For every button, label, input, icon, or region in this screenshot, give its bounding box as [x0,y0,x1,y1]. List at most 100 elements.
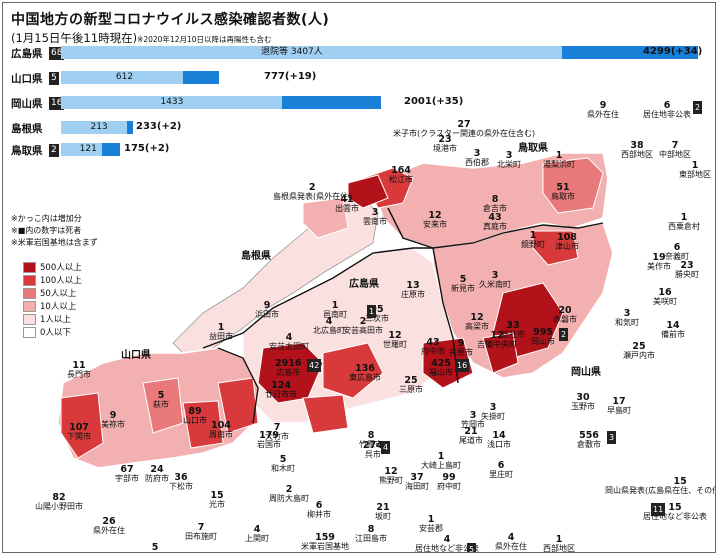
place-label: 124 廿日市市 [265,381,297,399]
place-name: 下関市 [67,432,91,441]
place-label: 16 [455,359,471,372]
death-count-badge: 3 [607,431,617,444]
place-count: 995 [533,327,553,338]
place-name: 下松市 [169,482,193,491]
place-count: 9 [457,338,465,349]
place-count: 67 [120,464,134,475]
region-kurashiki [482,332,519,374]
place-name: 浜田市 [255,310,279,319]
place-label: 37 海田町 [405,473,429,491]
place-name: 美作市 [647,262,671,271]
place-name: 吉備中央町 [477,340,517,349]
place-name: 津山市 [555,242,579,251]
place-name: 久米南町 [479,280,511,289]
place-name: 海田町 [405,482,429,491]
place-count: 1 [437,451,445,462]
place-name: 倉吉市 [483,204,507,213]
place-count: 2 [308,182,316,193]
place-label: 95 三次市 [365,305,389,323]
bar-current-segment [126,121,133,134]
place-count: 99 [442,472,456,483]
legend-swatch [23,300,36,312]
place-label: 5 萩市 [153,391,169,409]
place-count: 15 [668,502,682,513]
legend-item: 10人以上 [23,300,76,312]
place-count: 21 [376,502,390,513]
place-name: 美祢市 [101,420,125,429]
place-name: 西部地区 [621,150,653,159]
note-deaths: ※■内の数字は死者 [11,226,82,235]
place-name: 安芸太田町 [269,342,309,351]
bar-total: 2001(+35) [404,96,464,107]
place-count: 3 [489,402,497,413]
place-label: 425 福山市 [429,359,453,377]
place-name: 竹原市 [359,440,383,449]
place-count: 37 [410,472,424,483]
place-label: 1 大崎上島町 [421,452,461,470]
place-label: 21 尾道市 [459,427,483,445]
place-count: 30 [576,392,590,403]
bar-0: 退院等 3407人 [61,46,711,59]
place-name: 山口市 [183,416,207,425]
place-label: 23 境港市 [433,135,457,153]
place-name: 浅口市 [487,440,511,449]
bar-total: 175(+2) [124,143,170,154]
place-name: 松江市 [389,175,413,184]
place-label: 41 出雲市 [335,195,359,213]
place-label: 3 矢掛町 [481,403,505,421]
pref-name-okayama: 岡山県 [571,367,601,378]
place-name: 真庭市 [483,222,507,231]
place-count: 9 [263,300,271,311]
place-count: 556 [579,430,599,441]
place-count: 4 [443,534,451,545]
place-name: 赤磐市 [553,315,577,324]
place-name: 倉敷市 [577,440,601,449]
place-name: 広島市 [276,368,301,377]
place-label: 1 益田市 [209,323,233,341]
place-count: 108 [557,232,577,243]
place-label: 9 浜田市 [255,301,279,319]
place-count: 43 [488,212,502,223]
place-name: 西粟倉村 [668,222,700,231]
region-izumo [302,197,349,239]
bar-discharged-segment [61,121,127,134]
place-count: 3 [623,308,631,319]
place-count: 16 [658,287,672,298]
place-label: 1 西粟倉村 [668,213,700,231]
place-count: 3 [371,207,379,218]
place-label: 11 [651,503,667,516]
place-name: 安来市 [423,220,447,229]
place-label: 2 安芸高田市 [343,317,383,335]
death-count-badge: 16 [455,359,470,372]
legend-swatch [23,313,36,325]
place-label: 2 [559,328,570,341]
place-label: 136 東広島市 [349,364,381,382]
bar-1: 612 [61,71,261,84]
place-label: 9 県外在住 [587,101,619,119]
bar-current-segment [561,46,698,59]
place-name: 高梁市 [465,322,489,331]
place-count: 15 [210,490,224,501]
place-name: 居住地など非公表 [123,552,187,553]
place-count: 124 [271,380,291,391]
place-count: 25 [404,375,418,386]
place-count: 5 [151,542,159,553]
death-count-badge: 2 [559,328,569,341]
place-name: 県外在住 [93,526,125,535]
place-name: 笠岡市 [461,420,485,429]
place-count: 1 [217,322,225,333]
place-name: 湯梨浜町 [543,160,575,169]
place-count: 274 [363,440,383,451]
border-hiroshima-yamaguchi [217,347,259,424]
bar-row-1: 山口県 5 [11,70,61,86]
bar-4: 121 [61,143,121,156]
place-label: 12 安来市 [423,211,447,229]
place-count: 104 [211,420,231,431]
place-count: 7 [671,140,679,151]
place-count: 5 [279,454,287,465]
place-label: 1 鏡野町 [521,231,545,249]
legend-label: 100人以上 [40,276,82,286]
place-count: 1 [680,212,688,223]
place-label: 6 奈義町 [665,243,689,261]
